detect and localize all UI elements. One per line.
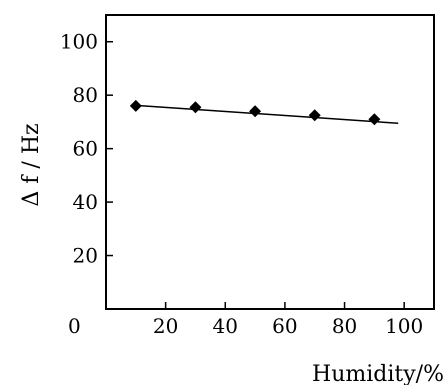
y-tick-label-80: 80 — [73, 83, 98, 107]
data-point-0-0 — [129, 99, 142, 112]
data-point-0-2 — [249, 105, 262, 118]
fit-line-group — [135, 104, 399, 124]
axes — [105, 14, 435, 310]
markers — [129, 99, 381, 126]
data-point-0-3 — [308, 109, 321, 122]
data-point-0-1 — [189, 101, 202, 114]
ticks: 20 40 60 80 100 20 40 60 80 100 — [60, 30, 423, 338]
y-tick-label-40: 40 — [73, 190, 98, 214]
x-tick-label-20: 20 — [153, 314, 178, 338]
x-axis-title: Humidity/% — [312, 362, 444, 385]
y-tick-label-60: 60 — [73, 137, 98, 161]
y-axis-title: Δ f / Hz — [19, 123, 44, 206]
y-tick-label-20: 20 — [73, 244, 98, 268]
origin-label: 0 — [68, 314, 81, 338]
x-tick-label-100: 100 — [385, 314, 423, 338]
fit-line — [135, 104, 399, 124]
y-tick-label-100: 100 — [60, 30, 98, 54]
plot-frame — [105, 14, 435, 310]
data-point-0-4 — [368, 113, 381, 126]
x-tick-label-40: 40 — [213, 314, 238, 338]
x-tick-label-80: 80 — [332, 314, 357, 338]
x-tick-label-60: 60 — [272, 314, 297, 338]
